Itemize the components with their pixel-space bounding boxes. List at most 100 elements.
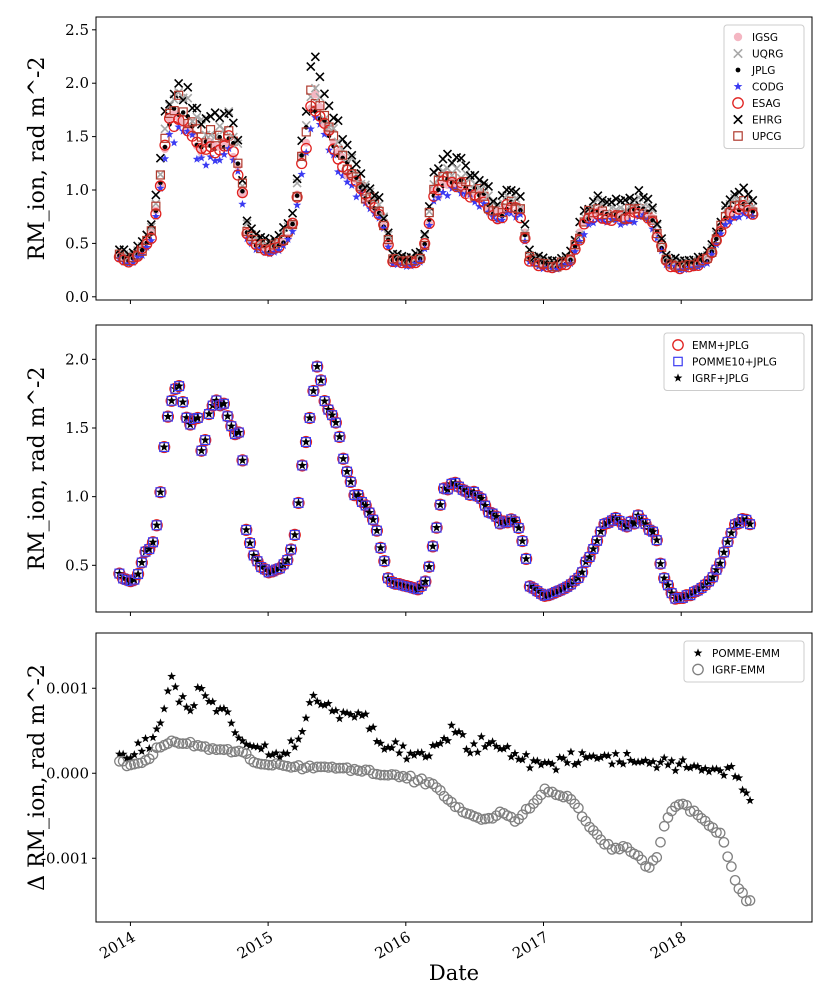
point-igrf-jplg [282,555,292,564]
point-pomme-emm [700,763,710,773]
point-emm-jplg [173,379,186,393]
point-upcg [146,226,156,236]
point-pomme-emm [559,753,568,762]
point-emm-jplg [367,513,380,526]
legend-label: CODG [752,82,784,94]
point-esag [414,252,426,265]
point-esag [419,238,431,250]
point-igrf-jplg [696,583,707,592]
point-igrf-jplg [316,375,326,385]
point-igrf-jplg [126,576,136,586]
point-codg [233,166,243,175]
point-codg [734,212,744,221]
legend-box [723,24,805,149]
point-emm-jplg [710,563,723,576]
y-tick-label: 2.0 [65,350,89,368]
point-igrf-jplg [155,487,166,497]
y-tick-label: 0.000 [46,764,89,782]
point-upcg [155,170,166,180]
point-igrf-emm [662,812,674,823]
point-igsg [302,138,311,147]
point-igrf-jplg [211,395,222,405]
point-pomme-emm [301,713,311,722]
point-igrf-emm [125,759,136,771]
point-codg [270,247,279,256]
point-emm-jplg [486,507,499,520]
point-emm-jplg [423,560,436,573]
point-pomme-emm [536,760,546,769]
point-codg [625,217,634,226]
point-igrf-jplg [301,437,311,446]
point-upcg [415,253,425,264]
point-ehrg [192,103,202,113]
point-pomme-emm [465,748,475,757]
point-jplg [217,134,222,140]
point-igrf-emm [543,786,554,798]
point-upcg [224,126,234,136]
point-igrf-jplg [185,419,195,429]
point-igrf-jplg [465,490,475,499]
point-pomme-emm [230,728,240,737]
point-igrf-emm [199,741,211,752]
point-codg [343,177,352,186]
point-upcg [424,208,434,218]
point-upcg [319,110,330,121]
point-esag [145,232,157,244]
point-codg [124,259,133,268]
point-upcg [297,151,307,161]
point-igrf-jplg [715,558,725,568]
point-emm-jplg [374,541,387,554]
point-emm-jplg [378,555,391,568]
point-pomme-emm [532,756,542,765]
point-emm-jplg [311,360,324,373]
point-pomme-emm [540,757,550,767]
point-emm-jplg [449,476,462,490]
point-pomme-emm [544,758,553,767]
point-codg [160,154,170,163]
point-uqrg [647,205,658,215]
point-codg [165,129,174,138]
point-pomme-emm [473,747,483,756]
point-pomme-emm [271,748,281,757]
data-points [113,52,759,275]
point-emm-jplg [609,511,622,525]
point-pomme-emm [480,742,490,751]
point-codg [265,249,274,258]
point-pomme-emm [163,686,173,695]
x-tick-label: 2016 [372,928,414,963]
point-pomme-emm [320,700,330,709]
point-emm-jplg [430,521,443,534]
point-igrf-jplg [361,500,371,510]
point-pomme-emm [510,748,520,758]
point-emm-jplg [650,534,663,547]
point-codg [188,130,197,139]
point-pomme-emm [484,738,494,748]
point-codg [174,122,183,131]
point-codg [320,129,329,138]
point-igrf-emm [263,759,274,771]
y-tick-label: 0.001 [46,679,89,697]
point-ehrg [474,175,484,185]
legend-marker [673,356,683,367]
point-esag [519,232,531,244]
point-pomme-emm [387,743,397,752]
point-pomme-emm [659,753,669,762]
y-tick-label: 2.0 [65,74,89,92]
point-ehrg [288,208,298,218]
point-codg [570,247,580,256]
point-pomme-emm [372,736,382,746]
point-igrf-emm [278,760,289,771]
point-igrf-emm [334,762,345,774]
point-igrf-jplg [432,522,442,532]
point-emm-jplg [434,498,447,511]
point-upcg [328,131,339,141]
point-igrf-jplg [237,455,248,465]
point-codg [151,212,161,221]
point-pomme-emm [294,734,303,743]
point-ehrg [442,149,453,159]
point-emm-jplg [583,550,596,564]
point-igrf-jplg [693,585,703,595]
data-points [114,671,756,907]
point-pomme-emm [406,748,415,758]
point-igrf-emm [438,790,450,802]
